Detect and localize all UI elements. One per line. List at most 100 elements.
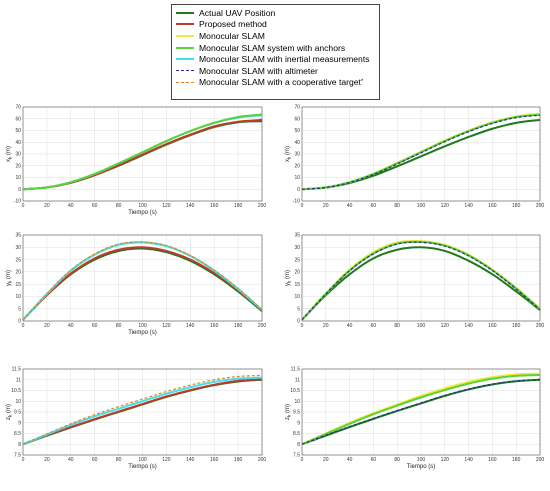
y-tick-label: 60: [294, 116, 300, 122]
y-tick-label: 0: [18, 319, 21, 325]
x-tick-label: 200: [536, 323, 545, 329]
y-axis-label-symbol: z: [285, 417, 291, 420]
legend-line-swatch: [176, 81, 194, 83]
y-axis-label: zk (m): [6, 404, 13, 420]
y-axis-label-subscript: k: [287, 414, 292, 417]
y-tick-label: 8: [297, 442, 300, 448]
y-tick-label: 10: [15, 399, 21, 405]
legend-line-swatch: [176, 70, 194, 72]
y-axis-label: yk (m): [285, 270, 292, 286]
y-tick-label: 7.5: [14, 453, 21, 459]
legend-entry: Monocular SLAM with altimeter: [176, 65, 375, 77]
series-line: [22, 113, 263, 191]
legend-entry: Actual UAV Position: [176, 7, 375, 19]
y-axis-label: xk (m): [6, 146, 13, 162]
subplot: 0 20 40 60 80 100 120 140 160 180 200 7.5 8 8.5 9 9.5 10…: [6, 367, 266, 470]
legend-label: Monocular SLAM with inertial measurement…: [199, 54, 370, 65]
x-tick-label: 140: [464, 203, 473, 209]
y-axis-label-subscript: k: [287, 156, 292, 159]
y-tick-label: 40: [15, 140, 21, 146]
y-tick-label: 5: [18, 306, 21, 312]
x-tick-label: 60: [371, 203, 377, 209]
y-tick-label: 30: [294, 152, 300, 158]
y-tick-label: 10: [294, 399, 300, 405]
y-tick-label: 0: [297, 187, 300, 193]
x-tick-label: 200: [536, 203, 545, 209]
y-axis-label-unit: (m): [285, 270, 291, 281]
series-line: [301, 114, 541, 190]
legend-line-swatch: [176, 11, 194, 14]
x-tick-label: 160: [210, 323, 219, 329]
y-tick-label: 15: [294, 282, 300, 288]
y-tick-label: 0: [18, 187, 21, 193]
x-tick-label: 60: [92, 323, 98, 329]
x-tick-label: 40: [347, 203, 353, 209]
x-tick-label: 180: [512, 323, 521, 329]
legend-label: Actual UAV Position: [199, 7, 276, 18]
y-axis-label-unit: (m): [285, 146, 291, 157]
series-line: [301, 378, 541, 445]
legend-label-superscript: *: [360, 79, 364, 86]
y-tick-label: 20: [15, 163, 21, 169]
x-tick-label: 180: [234, 323, 243, 329]
x-tick-label: 120: [162, 457, 171, 463]
x-tick-label: 100: [138, 457, 147, 463]
x-tick-label: 140: [464, 457, 473, 463]
y-tick-label: 60: [15, 116, 21, 122]
series-line: [22, 246, 263, 321]
x-tick-label: 20: [44, 457, 50, 463]
legend-entry: Monocular SLAM: [176, 30, 375, 42]
y-tick-label: 7.5: [293, 453, 300, 459]
y-tick-label: 20: [294, 270, 300, 276]
series-line: [301, 246, 541, 321]
y-tick-label: 8.5: [14, 431, 21, 437]
x-tick-label: 120: [441, 203, 450, 209]
y-tick-label: 9: [18, 420, 21, 426]
y-tick-label: 11: [16, 377, 21, 383]
y-axis-label: yk (m): [6, 270, 13, 286]
x-tick-label: 80: [116, 323, 122, 329]
x-tick-label: 100: [138, 203, 147, 209]
x-axis-label: Tiempo (s): [128, 330, 156, 336]
x-tick-label: 180: [512, 203, 521, 209]
y-tick-label: -10: [293, 199, 300, 205]
x-tick-label: 200: [258, 457, 267, 463]
legend-line-swatch: [176, 58, 194, 61]
x-tick-label: 160: [488, 457, 497, 463]
x-tick-label: 120: [441, 457, 450, 463]
legend-entry: Monocular SLAM with a cooperative target…: [176, 77, 375, 89]
legend-label: Monocular SLAM with altimeter: [199, 65, 318, 76]
x-tick-label: 60: [92, 203, 98, 209]
legend-label: Monocular SLAM with a cooperative target: [199, 77, 361, 88]
x-tick-label: 20: [323, 203, 329, 209]
series-line: [22, 241, 263, 321]
y-tick-label: 9.5: [293, 410, 300, 416]
subplot: 0 20 40 60 80 100 120 140 160 180 200 0 5 10 15 20 25 30 3…: [285, 233, 544, 329]
x-axis-label: Tiempo (s): [128, 464, 156, 470]
plot-frame: [22, 234, 263, 322]
legend-line-swatch: [176, 46, 194, 49]
y-tick-label: 50: [294, 128, 300, 134]
y-axis-label-symbol: x: [285, 159, 291, 162]
x-tick-label: 80: [394, 203, 400, 209]
x-tick-label: 120: [162, 323, 171, 329]
y-tick-label: 10: [15, 294, 21, 300]
y-axis-label-symbol: y: [6, 283, 12, 286]
plot-frame: [22, 368, 263, 456]
x-tick-label: 60: [371, 457, 377, 463]
plot-frame: [301, 234, 541, 322]
x-axis-label: Tiempo (s): [128, 210, 156, 216]
x-tick-label: 140: [186, 203, 195, 209]
x-tick-label: 200: [258, 203, 267, 209]
y-tick-label: 25: [15, 257, 21, 263]
series-line: [301, 241, 541, 321]
y-axis-label: xk (m): [285, 146, 292, 162]
x-tick-label: 100: [138, 323, 147, 329]
y-tick-label: 15: [15, 282, 21, 288]
x-tick-label: 180: [512, 457, 521, 463]
x-tick-label: 80: [116, 203, 122, 209]
y-tick-label: 70: [15, 105, 21, 111]
y-axis-label: zk (m): [285, 404, 292, 420]
x-tick-label: 180: [234, 203, 243, 209]
